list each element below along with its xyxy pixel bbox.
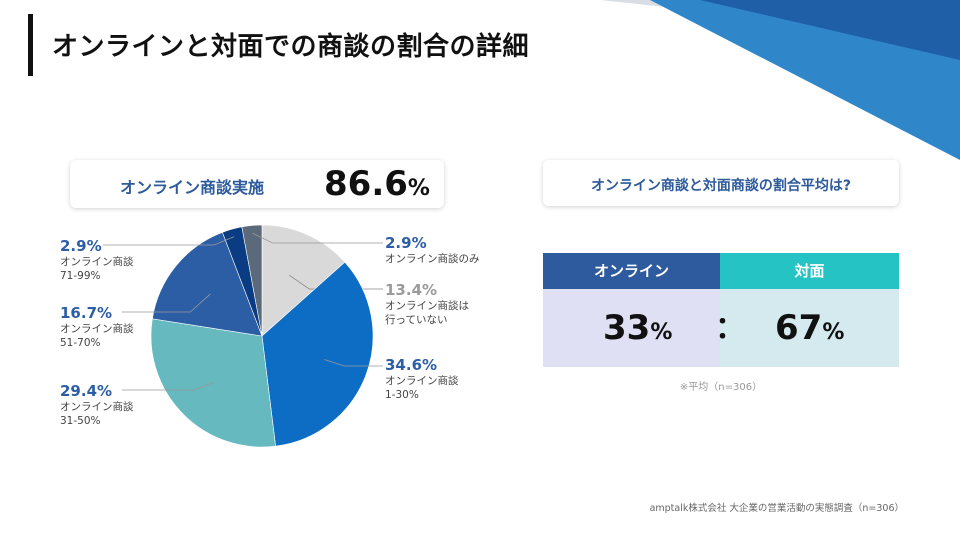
slice-label-desc: オンライン商談 <box>60 401 134 413</box>
average-note: ※平均（n=306） <box>679 382 763 393</box>
online-summary-unit: % <box>407 176 430 201</box>
online-value-cell <box>543 289 720 367</box>
online-summary-label: オンライン商談実施 <box>120 178 265 197</box>
online-ratio-value: 33% <box>603 308 672 348</box>
slice-label-pct: 13.4% <box>385 281 438 299</box>
title-accent-bar <box>28 14 33 76</box>
slice-label-pct: 34.6% <box>385 356 438 374</box>
slice-label-desc: オンライン商談 <box>60 256 134 268</box>
online-ratio-number: 33 <box>603 308 651 348</box>
slice-label-online-1-30: 34.6% オンライン商談 1-30% <box>385 356 459 402</box>
face-ratio-number: 67 <box>775 308 823 348</box>
leader-line <box>122 293 211 313</box>
slice-label-desc: 31-50% <box>60 415 101 427</box>
online-ratio-unit: % <box>650 320 673 345</box>
leader-line <box>252 232 383 244</box>
slice-label-online-51-70: 16.7% オンライン商談 51-70% <box>60 304 134 350</box>
slice-label-desc: 1-30% <box>385 389 419 401</box>
slice-label-online-only: 2.9% オンライン商談のみ <box>385 234 480 266</box>
slice-label-online-71-99: 2.9% オンライン商談 71-99% <box>60 237 134 283</box>
face-value-cell <box>720 289 899 367</box>
online-column-header: オンライン <box>543 253 720 289</box>
slice-label-not-online: 13.4% オンライン商談は 行っていない <box>385 281 469 327</box>
slice-label-desc: 51-70% <box>60 337 101 349</box>
online-summary-value: 86.6% <box>324 164 430 204</box>
online-summary-number: 86.6 <box>324 164 408 204</box>
slice-not-online <box>261 224 346 337</box>
slice-label-desc: 71-99% <box>60 270 101 282</box>
face-ratio-value: 67% <box>775 308 844 348</box>
leader-line <box>122 381 215 391</box>
slice-label-pct: 2.9% <box>385 234 427 252</box>
slice-label-pct: 16.7% <box>60 304 113 322</box>
leader-line <box>103 236 235 246</box>
slice-label-desc: オンライン商談は <box>385 300 469 312</box>
slice-online-51-70 <box>151 231 263 337</box>
slice-label-online-31-50: 29.4% オンライン商談 31-50% <box>60 382 134 428</box>
ratio-separator: ： <box>715 311 745 346</box>
page-title: オンラインと対面での商談の割合の詳細 <box>52 32 530 62</box>
online-summary-card: オンライン商談実施 86.6% <box>70 160 444 208</box>
ratio-question-card: オンライン商談と対面商談の割合平均は? <box>543 160 899 206</box>
slice-online-1-30 <box>261 261 374 447</box>
slice-label-desc: オンライン商談 <box>60 323 134 335</box>
slice-label-desc: 行っていない <box>385 314 448 326</box>
slice-label-pct: 2.9% <box>60 237 102 255</box>
ratio-question-label: オンライン商談と対面商談の割合平均は? <box>590 178 852 194</box>
slice-label-desc: オンライン商談 <box>385 375 459 387</box>
slice-online-only <box>241 224 263 337</box>
slice-label-desc: オンライン商談のみ <box>385 253 480 265</box>
face-column-header: 対面 <box>720 253 899 289</box>
source-footnote: amptalk株式会社 大企業の営業活動の実態調査（n=306） <box>649 503 904 514</box>
slice-label-pct: 29.4% <box>60 382 113 400</box>
face-ratio-unit: % <box>822 320 845 345</box>
leader-line <box>324 359 383 367</box>
